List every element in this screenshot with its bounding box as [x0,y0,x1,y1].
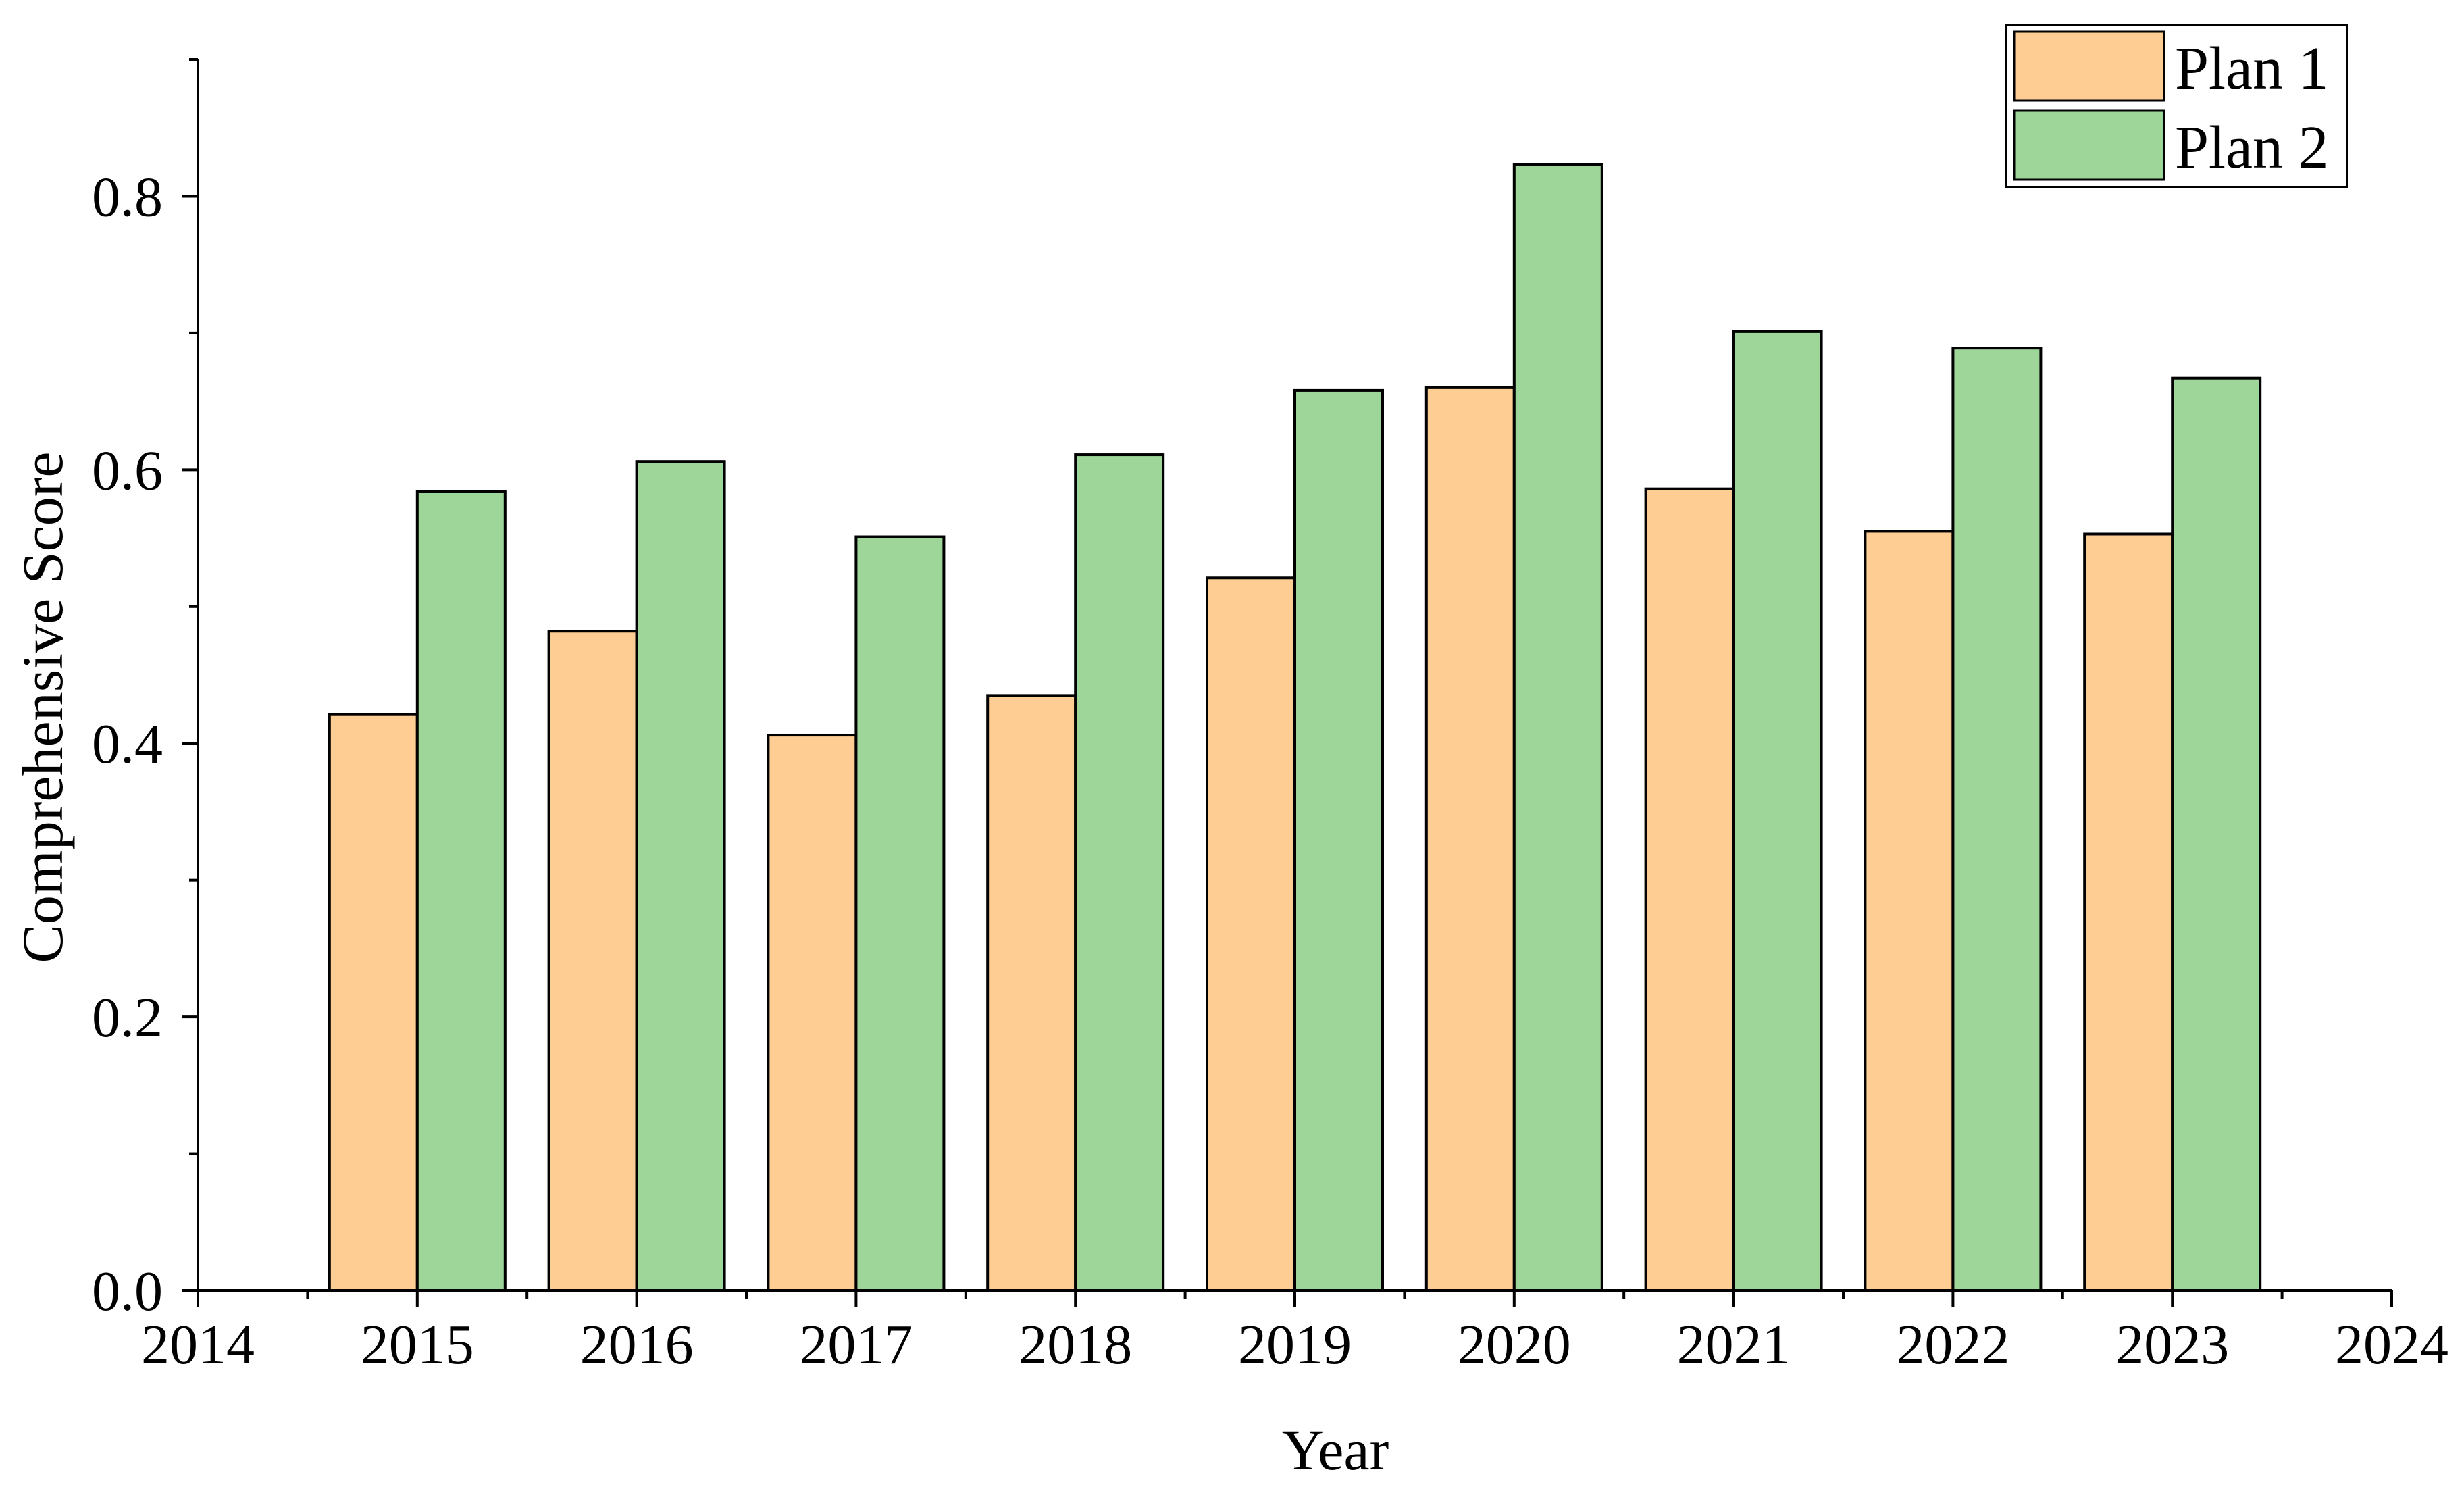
y-tick-label: 0.8 [92,166,163,228]
bar-plan-1-2021 [1644,487,1735,1292]
x-tick-label: 2022 [1896,1313,2009,1376]
y-axis-label: Comprehensive Score [10,451,75,963]
bar-plan-2-2015 [415,490,507,1292]
legend-swatch-plan-1 [2013,30,2165,102]
x-tick-label: 2018 [1019,1313,1132,1376]
bar-plan-2-2019 [1293,388,1384,1292]
bar-plan-2-2022 [1951,347,2043,1292]
x-tick-label: 2017 [799,1313,913,1376]
y-tick-label: 0.2 [92,986,163,1049]
x-tick-label: 2021 [1677,1313,1791,1376]
bars-layer [328,163,2262,1292]
x-tick-label: 2020 [1458,1313,1571,1376]
bar-plan-1-2018 [986,694,1077,1292]
bar-plan-1-2020 [1424,386,1516,1292]
x-axis-label: Year [1282,1417,1389,1482]
x-tick-label: 2014 [141,1313,255,1376]
bar-plan-1-2023 [2083,532,2174,1292]
legend: Plan 1 Plan 2 [2005,24,2348,188]
x-tick-label: 2016 [580,1313,694,1376]
legend-swatch-plan-2 [2013,109,2165,181]
bar-plan-2-2021 [1732,330,1823,1292]
bar-plan-1-2019 [1206,576,1296,1292]
x-tick-label: 2023 [2115,1313,2229,1376]
y-tick-label: 0.0 [92,1260,163,1323]
bar-plan-2-2016 [635,460,726,1292]
bar-plan-2-2023 [2171,376,2262,1292]
y-tick-label: 0.6 [92,439,163,502]
ticks-layer: 2014 2015 2016 2017 2018 2019 2020 2021 2022 2023… [92,58,2448,1376]
x-tick-label: 2024 [2335,1313,2448,1376]
bar-plan-1-2017 [767,734,858,1292]
bar-plan-1-2022 [1864,530,1955,1292]
bar-plan-1-2016 [547,630,638,1292]
legend-label-plan-2: Plan 2 [2175,114,2329,181]
bar-plan-1-2015 [328,713,419,1292]
bar-plan-2-2020 [1512,163,1603,1292]
bar-plan-2-2018 [1074,453,1165,1292]
legend-label-plan-1: Plan 1 [2175,35,2329,102]
x-tick-label: 2015 [361,1313,474,1376]
y-tick-label: 0.4 [92,713,163,776]
x-tick-label: 2019 [1238,1313,1352,1376]
bar-plan-2-2017 [854,535,946,1292]
